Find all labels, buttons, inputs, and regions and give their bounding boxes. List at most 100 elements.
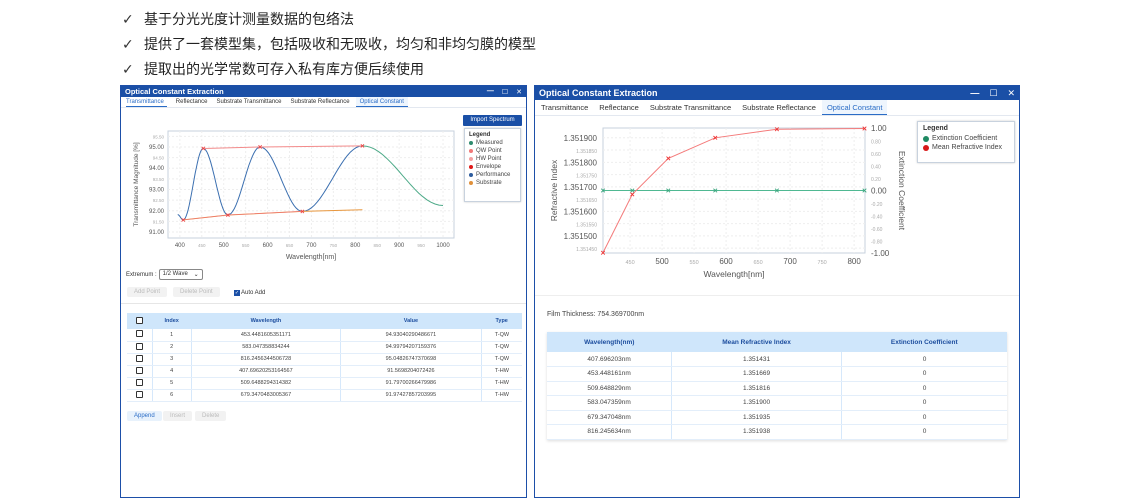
row-checkbox[interactable]	[135, 390, 143, 398]
table-row[interactable]: 4 407.69620253164567 91.5698204072426 T-HW	[127, 365, 522, 378]
x-tick-label: 1000	[436, 243, 450, 249]
hw-point-marker	[300, 209, 305, 214]
row-checkbox[interactable]	[135, 354, 143, 362]
hw-point-marker	[181, 217, 186, 222]
legend-marker-icon	[469, 165, 473, 169]
delete-button[interactable]: Delete	[195, 411, 227, 421]
tab-substrate-transmittance[interactable]: Substrate Transmittance	[649, 103, 732, 112]
close-icon[interactable]: ✕	[516, 88, 522, 96]
film-thickness: Film Thickness: 754.369700nm	[547, 311, 645, 318]
table-row[interactable]: 509.648829nm 1.351816 0	[547, 381, 1007, 396]
bullet-item: ✓ 提供了一套模型集，包括吸收和无吸收，均匀和非均匀膜的模型	[122, 34, 536, 54]
tab-substrate-reflectance[interactable]: Substrate Reflectance	[290, 99, 350, 105]
bullet-item: ✓ 基于分光光度计测量数据的包络法	[122, 9, 354, 29]
x-tick-label: 700	[306, 243, 317, 249]
col-value: Value	[340, 313, 482, 329]
insert-button[interactable]: Insert	[163, 411, 193, 421]
select-all-checkbox[interactable]	[136, 316, 143, 324]
y-axis-label: Transmittance Magnitude [%]	[133, 142, 140, 226]
legend-item: QW Point	[469, 148, 516, 154]
qw-point-marker	[201, 146, 206, 151]
tab-substrate-transmittance[interactable]: Substrate Transmittance	[216, 99, 282, 105]
table-row[interactable]: 2 583.047358834244 94.99794207159376 T-QW	[127, 341, 522, 354]
maximize-icon[interactable]: ☐	[501, 88, 509, 96]
extremum-select[interactable]: 1/2 Wave ⌄	[158, 269, 203, 280]
table-row[interactable]: 1 453.4481605351171 94.93040290486671 T-QW	[127, 329, 522, 342]
table-row[interactable]: 6 679.3470483005367 91.97427857203995 T-HW	[127, 389, 522, 402]
table-cell: 94.93040290486671	[340, 329, 482, 342]
x-tick-label: 750	[818, 260, 827, 266]
legend-title: Legend	[923, 125, 948, 132]
table-cell: 407.696203nm	[547, 352, 673, 367]
bullet-item: ✓ 提取出的光学常数可存入私有库方便后续使用	[122, 59, 424, 79]
row-checkbox[interactable]	[135, 342, 143, 350]
x-tick-label: 550	[242, 243, 250, 248]
tab-optical-constant[interactable]: Optical Constant	[355, 97, 408, 107]
legend-label: HW Point	[476, 156, 502, 162]
x-tick-label: 650	[286, 243, 294, 248]
legend-label: QW Point	[476, 148, 502, 154]
tab-optical-constant[interactable]: Optical Constant	[821, 100, 888, 115]
x-tick-label: 600	[263, 243, 274, 249]
legend-label: Envelope	[476, 164, 502, 170]
row-checkbox[interactable]	[135, 378, 143, 386]
minimize-icon[interactable]: —	[970, 87, 980, 98]
refractive-point-marker	[713, 135, 718, 140]
close-icon[interactable]: ✕	[1007, 87, 1015, 98]
table-row[interactable]: 3 816.2456344506728 95.04826747370698 T-QW	[127, 353, 522, 366]
y-tick-label: 1.351900	[564, 134, 598, 143]
title-bar: Optical Constant Extraction — ☐ ✕	[121, 86, 526, 97]
col-index: Index	[152, 313, 192, 329]
legend-marker-icon	[469, 157, 473, 161]
x-tick-label: 500	[219, 243, 230, 249]
table-row[interactable]: 583.047359nm 1.351900 0	[547, 395, 1007, 411]
extinction-point-marker	[630, 188, 635, 193]
table-cell: 453.4481605351171	[191, 329, 341, 342]
y-tick-label: 1.351750	[576, 174, 597, 180]
table-cell: 583.047359nm	[547, 395, 673, 411]
refractive-point-marker	[774, 127, 780, 132]
y2-tick-label: 0.60	[871, 152, 881, 158]
table-row[interactable]: 407.696203nm 1.351431 0	[547, 352, 1007, 367]
row-checkbox[interactable]	[135, 330, 143, 338]
delete-point-button[interactable]: Delete Point	[173, 287, 220, 297]
refractive-point-marker	[600, 250, 606, 255]
table-cell: T-HW	[481, 389, 522, 402]
import-spectrum-button[interactable]: Import Spectrum	[463, 115, 522, 126]
extinction-point-marker	[600, 188, 606, 193]
table-row[interactable]: 679.347048nm 1.351935 0	[547, 410, 1007, 425]
table-cell: 679.3470483005367	[191, 389, 341, 402]
tab-substrate-reflectance[interactable]: Substrate Reflectance	[742, 103, 816, 112]
check-icon: ✓	[122, 10, 134, 27]
add-point-button[interactable]: Add Point	[127, 287, 168, 297]
points-table: Index Wavelength Value Type 1 453.4481605…	[127, 313, 522, 402]
legend-title: Legend	[469, 132, 491, 138]
tab-reflectance[interactable]: Reflectance	[175, 99, 208, 105]
minimize-icon[interactable]: —	[486, 87, 494, 95]
tab-transmittance[interactable]: Transmittance	[126, 97, 167, 107]
table-cell: 1.351816	[671, 381, 843, 396]
y-tick-label: 1.351650	[576, 198, 597, 204]
table-cell: 0	[841, 352, 1007, 367]
checkbox-checked-icon: ✓	[234, 290, 240, 296]
table-row[interactable]: 816.245634nm 1.351938 0	[547, 424, 1007, 440]
check-icon: ✓	[122, 60, 134, 77]
y-axis-label: Refractive Index	[549, 159, 559, 221]
table-cell: 0	[841, 366, 1007, 382]
x-tick-label: 800	[847, 257, 861, 266]
row-checkbox[interactable]	[135, 366, 143, 374]
optical-constant-chart: 450 500 550 600 650 700 750 800 1.351450 1.351500…	[549, 124, 907, 279]
table-cell: 0	[841, 395, 1007, 411]
table-row[interactable]: 453.448161nm 1.351669 0	[547, 366, 1007, 382]
maximize-icon[interactable]: ☐	[989, 87, 998, 98]
table-row[interactable]: 5 509.6488294314382 91.79700266479986 T-HW	[127, 377, 522, 390]
x-axis-label: Wavelength[nm]	[703, 269, 764, 279]
legend-item: HW Point	[469, 156, 516, 162]
append-button[interactable]: Append	[127, 411, 162, 421]
auto-add-checkbox[interactable]: ✓ Auto Add	[234, 290, 265, 296]
tab-reflectance[interactable]: Reflectance	[599, 103, 639, 112]
tab-transmittance[interactable]: Transmittance	[541, 103, 589, 112]
qw-point-marker	[360, 143, 365, 148]
bullet-text: 基于分光光度计测量数据的包络法	[144, 11, 354, 27]
x-tick-label: 400	[175, 243, 186, 249]
